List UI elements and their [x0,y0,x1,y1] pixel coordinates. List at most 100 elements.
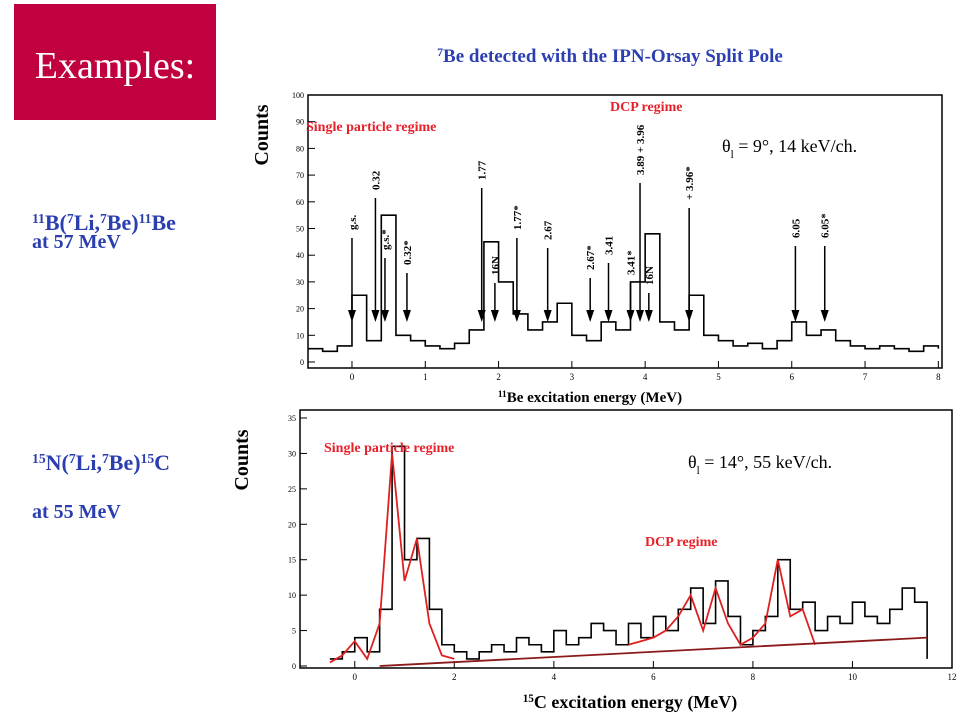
x-tick-label: 0 [352,672,357,682]
y-axis-label: Counts [251,104,273,165]
arrow-head [644,310,653,322]
text-part: 7 [67,211,74,226]
arrow-head [586,310,595,322]
arrow-head [820,310,829,322]
peak-label: g.s.* [380,229,392,250]
text-part: 11 [32,211,45,226]
peak-label: 2.67 [543,220,555,240]
text-part: Be detected with the IPN-Orsay Split Pol… [443,46,783,67]
peak-label: 3.41 [604,236,616,255]
plot-frame [299,409,953,669]
text-part: 15 [141,451,155,466]
text-part: θ [688,452,697,472]
peak-label: 16N [490,256,502,275]
x-axis-label: 15C excitation energy (MeV) [523,692,738,713]
text-part: N( [46,450,69,475]
y-tick-label: 15 [288,556,296,565]
arrow-head [490,310,499,322]
regime-label: Single particle regime [324,441,454,456]
text-part: Be excitation energy (MeV) [507,390,682,406]
x-tick-label: 7 [863,372,868,382]
text-part: 7 [102,451,109,466]
text-part: = 14°, 55 keV/ch. [700,452,832,472]
arrow-head [685,310,694,322]
peak-label: 16N [644,266,656,285]
x-tick-label: 0 [350,372,355,382]
text-part: 7 [69,451,76,466]
arrow-head [543,310,552,322]
peak-label: + 3.96* [684,166,696,200]
x-tick-label: 10 [848,672,858,682]
y-tick-label: 80 [296,144,304,153]
text-part: = 9°, 14 keV/ch. [734,136,857,156]
y-tick-label: 20 [296,305,304,314]
y-axis-label: Counts [231,429,253,490]
regime-label: DCP regime [610,100,682,115]
x-tick-label: 5 [716,372,721,382]
text-part: B( [45,210,67,235]
peak-label: 0.32 [370,170,382,190]
fit-curve [379,636,928,667]
y-tick-label: 0 [300,358,304,367]
x-tick-label: 8 [936,372,941,382]
y-tick-label: 40 [296,251,304,260]
reaction: 15N(7Li,7Be)15C [32,450,170,475]
y-tick-label: 90 [296,118,304,127]
peak-label: 1.77* [512,205,524,230]
x-tick-label: 3 [570,372,575,382]
text-part: Be [151,210,176,235]
chart-title: 7Be detected with the IPN-Orsay Split Po… [437,46,783,68]
peak-label: 1.77 [477,160,489,180]
arrow-head [791,310,800,322]
text-part: l [731,149,734,161]
x-tick-label: 12 [948,672,957,682]
y-tick-label: 10 [296,331,304,340]
peak-label: 2.67* [585,245,597,270]
setting-label: θl = 14°, 55 keV/ch. [688,452,832,477]
peak-label: 3.89 + 3.96 [635,124,647,175]
arrow-head [636,310,645,322]
text-part: 7 [100,211,107,226]
regime-label: DCP regime [645,535,717,550]
arrow-head [380,310,389,322]
arrow-head [512,310,521,322]
text-part: C [154,450,170,475]
y-tick-label: 70 [296,171,304,180]
y-tick-label: 30 [296,278,304,287]
regime-label: Single particle regime [306,120,436,135]
spectrum [308,214,940,353]
text-part: Be) [109,450,141,475]
setting-label: θl = 9°, 14 keV/ch. [722,136,857,161]
x-tick-label: 4 [643,372,648,382]
text-part: Li, [76,450,102,475]
peak-label: 3.41* [625,250,637,275]
y-tick-label: 5 [292,627,296,636]
text-part: 11 [139,211,152,226]
y-tick-label: 100 [292,91,304,100]
arrow-head [477,310,486,322]
spectrum [329,445,928,660]
peak-label: 6.05 [790,218,802,238]
y-tick-label: 20 [288,520,296,529]
beam-energy: at 55 MeV [32,501,121,523]
slide-title: Examples: [35,45,195,87]
text-part: l [697,465,700,477]
y-tick-label: 30 [288,449,296,458]
text-part: 7 [437,46,443,59]
x-axis-label: 11Be excitation energy (MeV) [498,390,682,406]
text-part: C excitation energy (MeV) [534,692,737,713]
text-part: θ [722,136,731,156]
x-tick-label: 6 [651,672,656,682]
peak-label: g.s. [347,214,359,230]
y-tick-label: 0 [292,662,296,671]
y-tick-label: 60 [296,198,304,207]
y-tick-label: 25 [288,485,296,494]
text-part: Be) [107,210,139,235]
y-tick-label: 10 [288,591,296,600]
arrow-head [626,310,635,322]
arrow-head [604,310,613,322]
peak-label: 6.05* [820,213,832,238]
arrow-head [347,310,356,322]
